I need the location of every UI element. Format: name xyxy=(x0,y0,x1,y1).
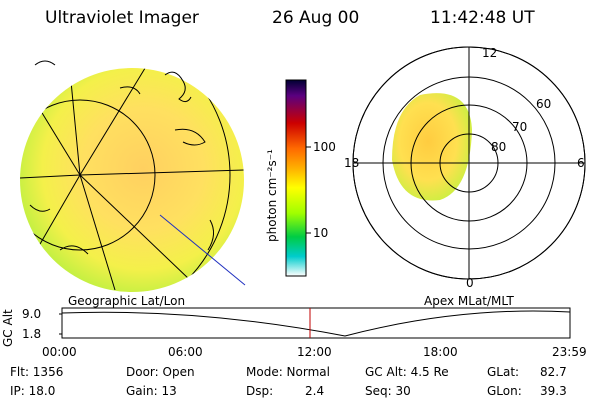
colorbar-tick-10: 10 xyxy=(313,226,329,240)
xtick-1200: 12:00 xyxy=(297,345,332,359)
xtick-2359: 23:59 xyxy=(552,345,587,359)
mlt-label-12: 12 xyxy=(482,46,498,60)
coastlines xyxy=(29,60,214,255)
date-label: 26 Aug 00 xyxy=(272,8,360,28)
time-label: 11:42:48 UT xyxy=(430,8,535,28)
mlat-label-70: 70 xyxy=(512,120,528,134)
mode-value: Mode: Normal xyxy=(246,365,330,379)
auroral-disk xyxy=(20,68,244,292)
mlat-label-80: 80 xyxy=(491,140,507,154)
polar-plot xyxy=(352,46,586,280)
apex-panel-label: Apex MLat/MLT xyxy=(424,294,514,308)
altitude-ytick-1-8: 1.8 xyxy=(22,327,42,341)
glon-value: 39.3 xyxy=(540,384,567,398)
glon-label: GLon: xyxy=(487,384,522,398)
track-line xyxy=(159,214,246,286)
xtick-0000: 00:00 xyxy=(42,345,77,359)
mlt-label-18: 18 xyxy=(344,156,360,170)
dsp-value: 2.4 xyxy=(305,384,325,398)
mlat-label-60: 60 xyxy=(536,97,552,111)
colorbar-tick-100: 100 xyxy=(313,140,336,154)
mlt-label-0: 0 xyxy=(466,276,474,290)
glat-label: GLat: xyxy=(487,365,520,379)
glat-value: 82.7 xyxy=(540,365,567,379)
colorbar xyxy=(285,79,311,277)
gc-alt-value: GC Alt: 4.5 Re xyxy=(365,365,449,379)
door-status: Door: Open xyxy=(126,365,195,379)
geographic-panel-label: Geographic Lat/Lon xyxy=(68,294,186,308)
gain-value: Gain: 13 xyxy=(126,384,177,398)
altitude-ytick-9: 9.0 xyxy=(22,307,42,321)
ip-value: IP: 18.0 xyxy=(10,384,56,398)
xtick-0600: 06:00 xyxy=(168,345,203,359)
window-title: Ultraviolet Imager xyxy=(45,8,199,28)
altitude-ylabel: GC Alt xyxy=(1,309,15,347)
colorbar-unit-label: photon cm⁻²s⁻¹ xyxy=(265,149,279,242)
flt-value: Flt: 1356 xyxy=(10,365,64,379)
seq-value: Seq: 30 xyxy=(365,384,411,398)
dsp-label: Dsp: xyxy=(246,384,274,398)
xtick-1800: 18:00 xyxy=(423,345,458,359)
geographic-image-panel xyxy=(20,60,246,292)
mlt-label-6: 6 xyxy=(577,156,585,170)
altitude-plot xyxy=(59,307,571,339)
